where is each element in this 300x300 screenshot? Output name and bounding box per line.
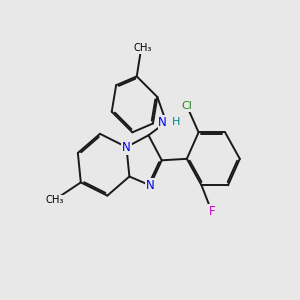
Text: H: H bbox=[171, 117, 180, 127]
Text: N: N bbox=[158, 116, 167, 128]
Text: F: F bbox=[208, 205, 215, 218]
Text: CH₃: CH₃ bbox=[45, 195, 64, 205]
Text: Cl: Cl bbox=[182, 101, 192, 111]
Text: N: N bbox=[122, 141, 131, 154]
Text: CH₃: CH₃ bbox=[134, 44, 152, 53]
Text: N: N bbox=[146, 179, 154, 192]
